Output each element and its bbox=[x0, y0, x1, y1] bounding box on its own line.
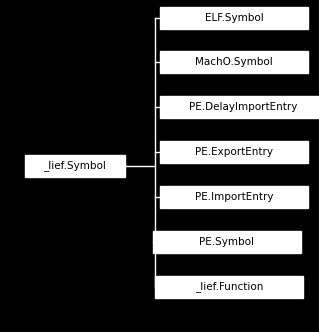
FancyBboxPatch shape bbox=[155, 276, 303, 298]
Text: PE.ImportEntry: PE.ImportEntry bbox=[195, 192, 273, 202]
FancyBboxPatch shape bbox=[160, 7, 308, 29]
Text: MachO.Symbol: MachO.Symbol bbox=[195, 57, 273, 67]
FancyBboxPatch shape bbox=[160, 141, 308, 163]
Text: ELF.Symbol: ELF.Symbol bbox=[204, 13, 263, 23]
Text: _lief.Symbol: _lief.Symbol bbox=[44, 161, 107, 171]
Text: PE.ExportEntry: PE.ExportEntry bbox=[195, 147, 273, 157]
FancyBboxPatch shape bbox=[160, 96, 319, 118]
Text: PE.Symbol: PE.Symbol bbox=[199, 237, 255, 247]
Text: _lief.Function: _lief.Function bbox=[195, 282, 263, 292]
FancyBboxPatch shape bbox=[160, 186, 308, 208]
FancyBboxPatch shape bbox=[153, 231, 301, 253]
Text: PE.DelayImportEntry: PE.DelayImportEntry bbox=[189, 102, 297, 112]
FancyBboxPatch shape bbox=[160, 51, 308, 73]
FancyBboxPatch shape bbox=[25, 155, 125, 177]
